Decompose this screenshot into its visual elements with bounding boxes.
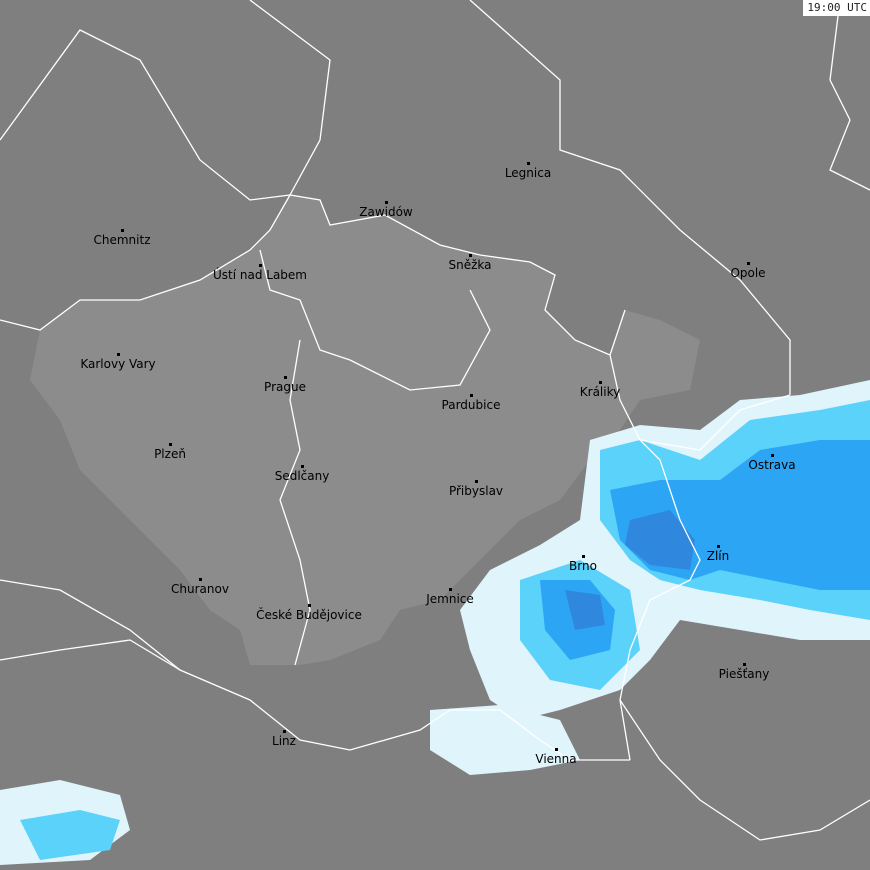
city-marker xyxy=(385,201,388,204)
city-marker xyxy=(308,604,311,607)
country-borders xyxy=(0,0,870,841)
city-label: Karlovy Vary xyxy=(80,357,156,371)
city-marker xyxy=(582,555,585,558)
city-label: Plzeň xyxy=(154,447,186,461)
czech-region xyxy=(30,195,700,665)
city-label: Ústí nad Labem xyxy=(212,268,308,282)
city-label: Přibyslav xyxy=(448,484,504,498)
city-label: Jemnice xyxy=(426,592,474,606)
city-label: Chemnitz xyxy=(93,233,151,247)
city-label: Prague xyxy=(264,380,306,394)
city-label: České Budějovice xyxy=(256,608,362,622)
city-label: Vienna xyxy=(535,752,577,766)
city-marker xyxy=(169,443,172,446)
city-marker xyxy=(469,254,472,257)
city-marker xyxy=(199,578,202,581)
city-label: Zawidów xyxy=(359,205,413,219)
city-label: Opole xyxy=(730,266,766,280)
city-label: Sedlčany xyxy=(274,469,330,483)
city-marker xyxy=(121,229,124,232)
city-marker xyxy=(449,588,452,591)
city-label: Linz xyxy=(272,734,296,748)
city-marker xyxy=(717,545,720,548)
city-marker xyxy=(527,162,530,165)
city-label: Legnica xyxy=(504,166,552,180)
city-marker xyxy=(284,376,287,379)
city-label: Sněžka xyxy=(448,258,492,272)
city-marker xyxy=(747,262,750,265)
city-marker xyxy=(743,663,746,666)
city-label: Zlín xyxy=(706,549,730,563)
timestamp-label: 19:00 UTC xyxy=(803,0,870,16)
city-marker xyxy=(599,381,602,384)
city-marker xyxy=(283,730,286,733)
city-marker xyxy=(259,264,262,267)
city-marker xyxy=(301,465,304,468)
city-label: Pardubice xyxy=(441,398,501,412)
rain-cells xyxy=(0,380,870,865)
city-label: Churanov xyxy=(171,582,229,596)
city-label: Králiky xyxy=(579,385,621,399)
city-label: Ostrava xyxy=(748,458,796,472)
city-marker xyxy=(470,394,473,397)
city-label: Brno xyxy=(569,559,597,573)
city-marker xyxy=(555,748,558,751)
city-marker xyxy=(475,480,478,483)
city-marker xyxy=(117,353,120,356)
city-label: Piešťany xyxy=(718,667,770,681)
city-marker xyxy=(771,454,774,457)
